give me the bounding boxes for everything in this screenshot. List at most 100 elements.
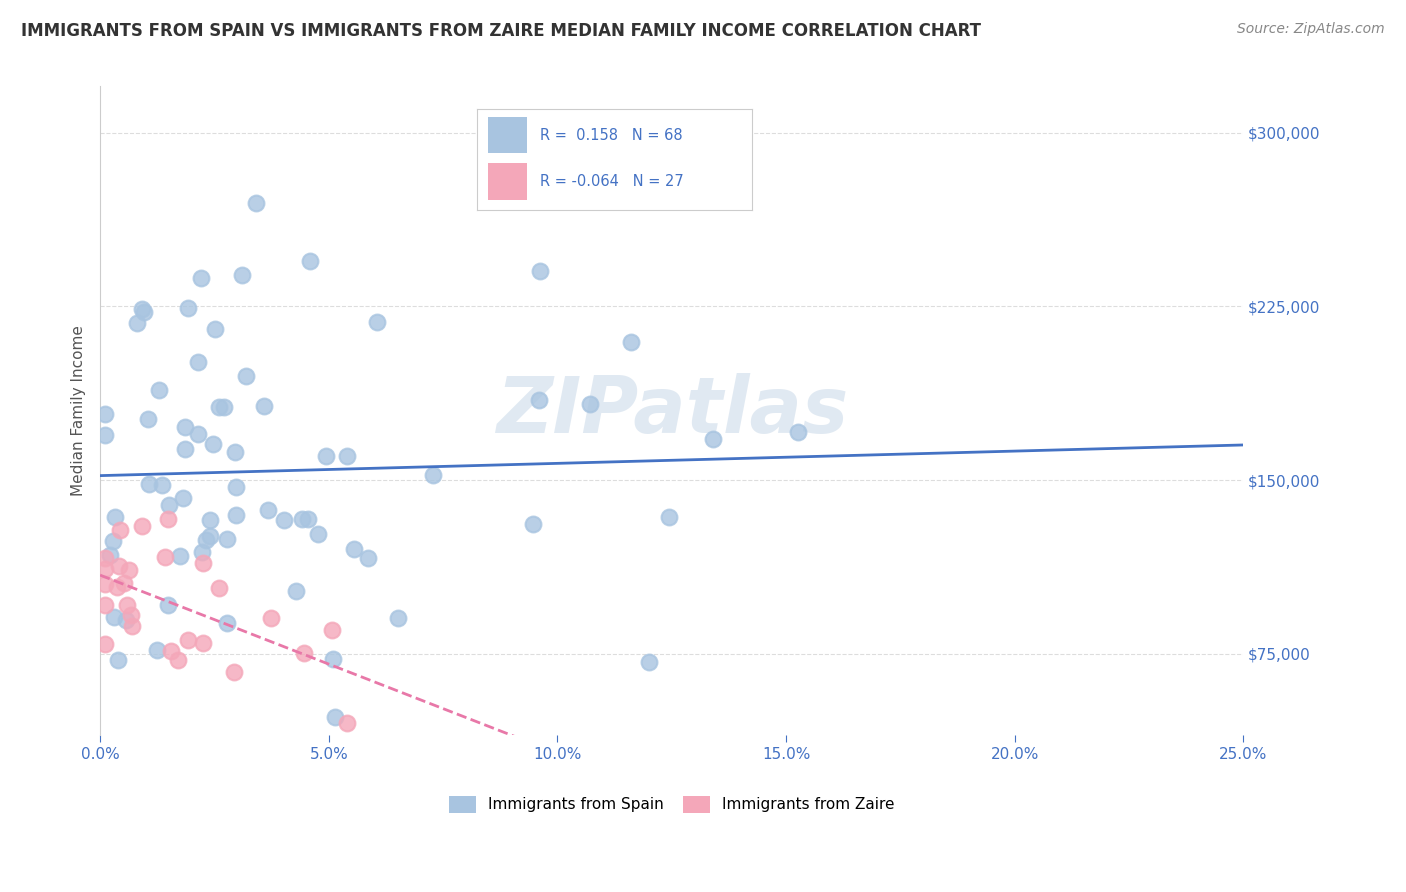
Point [177,632,200,647]
Point [224,445,246,459]
Point [222,665,245,680]
Point [159,643,181,657]
Point [107,653,129,667]
Point [132,305,155,319]
Point [387,611,409,625]
Point [422,467,444,482]
Point [529,264,551,278]
Point [321,623,343,637]
Point [285,584,308,599]
Point [148,383,170,397]
Point [194,533,217,547]
Point [156,598,179,612]
Point [253,399,276,413]
Point [191,545,214,559]
Point [98,548,121,562]
Point [93,577,115,591]
Point [357,551,380,566]
Point [187,426,209,441]
Point [173,442,195,457]
Point [187,355,209,369]
Point [110,524,132,538]
Point [260,611,283,625]
Point [169,549,191,564]
Point [620,334,643,349]
Point [297,511,319,525]
Point [93,407,115,421]
Point [578,396,600,410]
Point [138,477,160,491]
Point [131,519,153,533]
Point [217,532,239,546]
Point [245,196,267,211]
Text: ZIPatlas: ZIPatlas [495,373,848,449]
Point [136,411,159,425]
Point [336,449,359,463]
Point [201,436,224,450]
Point [787,425,810,439]
Point [115,598,138,612]
Point [307,526,329,541]
Point [93,428,115,442]
Point [208,400,231,414]
Point [93,637,115,651]
Point [208,581,231,595]
Point [212,401,235,415]
Text: IMMIGRANTS FROM SPAIN VS IMMIGRANTS FROM ZAIRE MEDIAN FAMILY INCOME CORRELATION : IMMIGRANTS FROM SPAIN VS IMMIGRANTS FROM… [21,22,981,40]
Point [118,563,141,577]
Point [146,643,169,657]
Point [336,716,359,731]
Point [121,618,143,632]
Point [115,613,138,627]
Point [215,616,238,631]
Point [174,420,197,434]
Point [225,480,247,494]
Point [231,268,253,283]
Point [107,559,129,574]
Point [637,655,659,669]
Point [343,542,366,557]
Point [235,369,257,384]
Point [157,511,180,525]
Point [204,322,226,336]
Point [93,598,115,612]
Point [191,636,214,650]
Y-axis label: Median Family Income: Median Family Income [72,326,86,496]
Point [131,302,153,317]
Legend: Immigrants from Spain, Immigrants from Zaire: Immigrants from Spain, Immigrants from Z… [441,788,903,821]
Point [658,509,681,524]
Point [120,608,142,623]
Point [323,710,346,724]
Point [172,491,194,505]
Point [291,512,314,526]
Point [101,533,124,548]
Point [157,499,180,513]
Point [103,610,125,624]
Point [93,562,115,576]
Point [299,253,322,268]
Point [114,575,136,590]
Point [105,580,128,594]
Point [150,478,173,492]
Point [527,392,550,407]
Point [153,550,176,565]
Point [167,653,190,667]
Point [177,301,200,315]
Point [190,271,212,285]
Point [93,550,115,565]
Point [522,517,544,532]
Point [104,510,127,524]
Point [225,508,247,522]
Point [125,316,148,330]
Point [200,529,222,543]
Point [702,433,724,447]
Point [273,513,295,527]
Point [292,646,315,660]
Point [193,556,215,570]
Text: Source: ZipAtlas.com: Source: ZipAtlas.com [1237,22,1385,37]
Point [315,449,337,463]
Point [257,503,280,517]
Point [366,315,388,329]
Point [198,513,221,527]
Point [322,652,344,666]
